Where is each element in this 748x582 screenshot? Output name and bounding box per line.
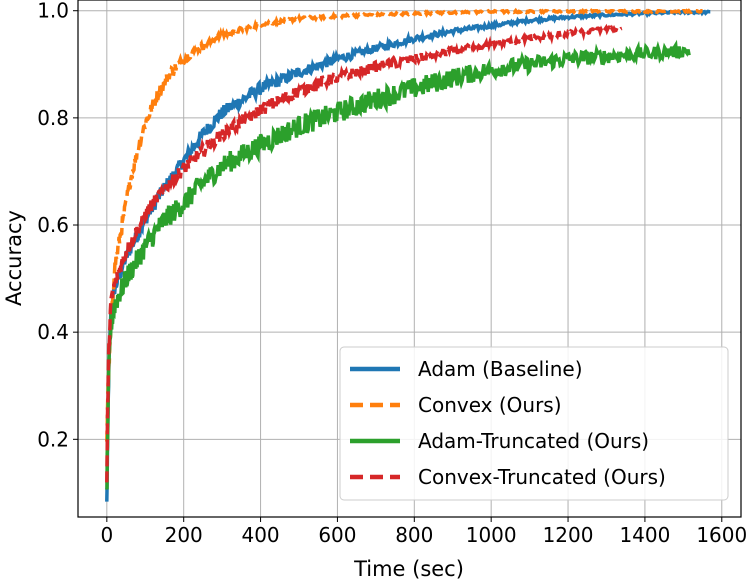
- legend-label: Adam-Truncated (Ours): [418, 429, 649, 453]
- series-line: [105, 23, 623, 483]
- x-tick-label: 200: [165, 523, 203, 547]
- y-tick-label: 1.0: [37, 0, 69, 23]
- x-tick-label: 1000: [466, 523, 517, 547]
- y-tick-label: 0.4: [37, 320, 69, 344]
- y-tick-label: 0.2: [37, 427, 69, 451]
- legend-box: [339, 346, 729, 501]
- x-tick-label: 0: [100, 523, 113, 547]
- x-tick-label: 400: [241, 523, 279, 547]
- legend-label: Convex (Ours): [418, 393, 562, 417]
- x-tick-label: 1200: [543, 523, 594, 547]
- x-tick-label: 800: [395, 523, 433, 547]
- y-tick-label: 0.6: [37, 213, 69, 237]
- legend-label: Convex-Truncated (Ours): [418, 465, 666, 489]
- series-line: [105, 7, 703, 442]
- legend: Adam (Baseline) Convex (Ours) Adam-Truncat…: [339, 346, 729, 501]
- x-tick-label: 600: [318, 523, 356, 547]
- x-axis-title: Time (sec): [353, 557, 464, 581]
- y-tick-label: 0.8: [37, 106, 69, 130]
- y-axis-title: Accuracy: [2, 210, 26, 306]
- series-lines: [105, 7, 711, 502]
- legend-label: Adam (Baseline): [418, 357, 583, 381]
- axis-ticks: 0 200 400 600 800 1000 1200 1400 1600 0.2 0.4 0.6 0.…: [37, 0, 747, 547]
- series-line: [105, 39, 691, 490]
- x-tick-label: 1600: [696, 523, 747, 547]
- x-tick-label: 1400: [619, 523, 670, 547]
- plot-frame: [77, 0, 742, 518]
